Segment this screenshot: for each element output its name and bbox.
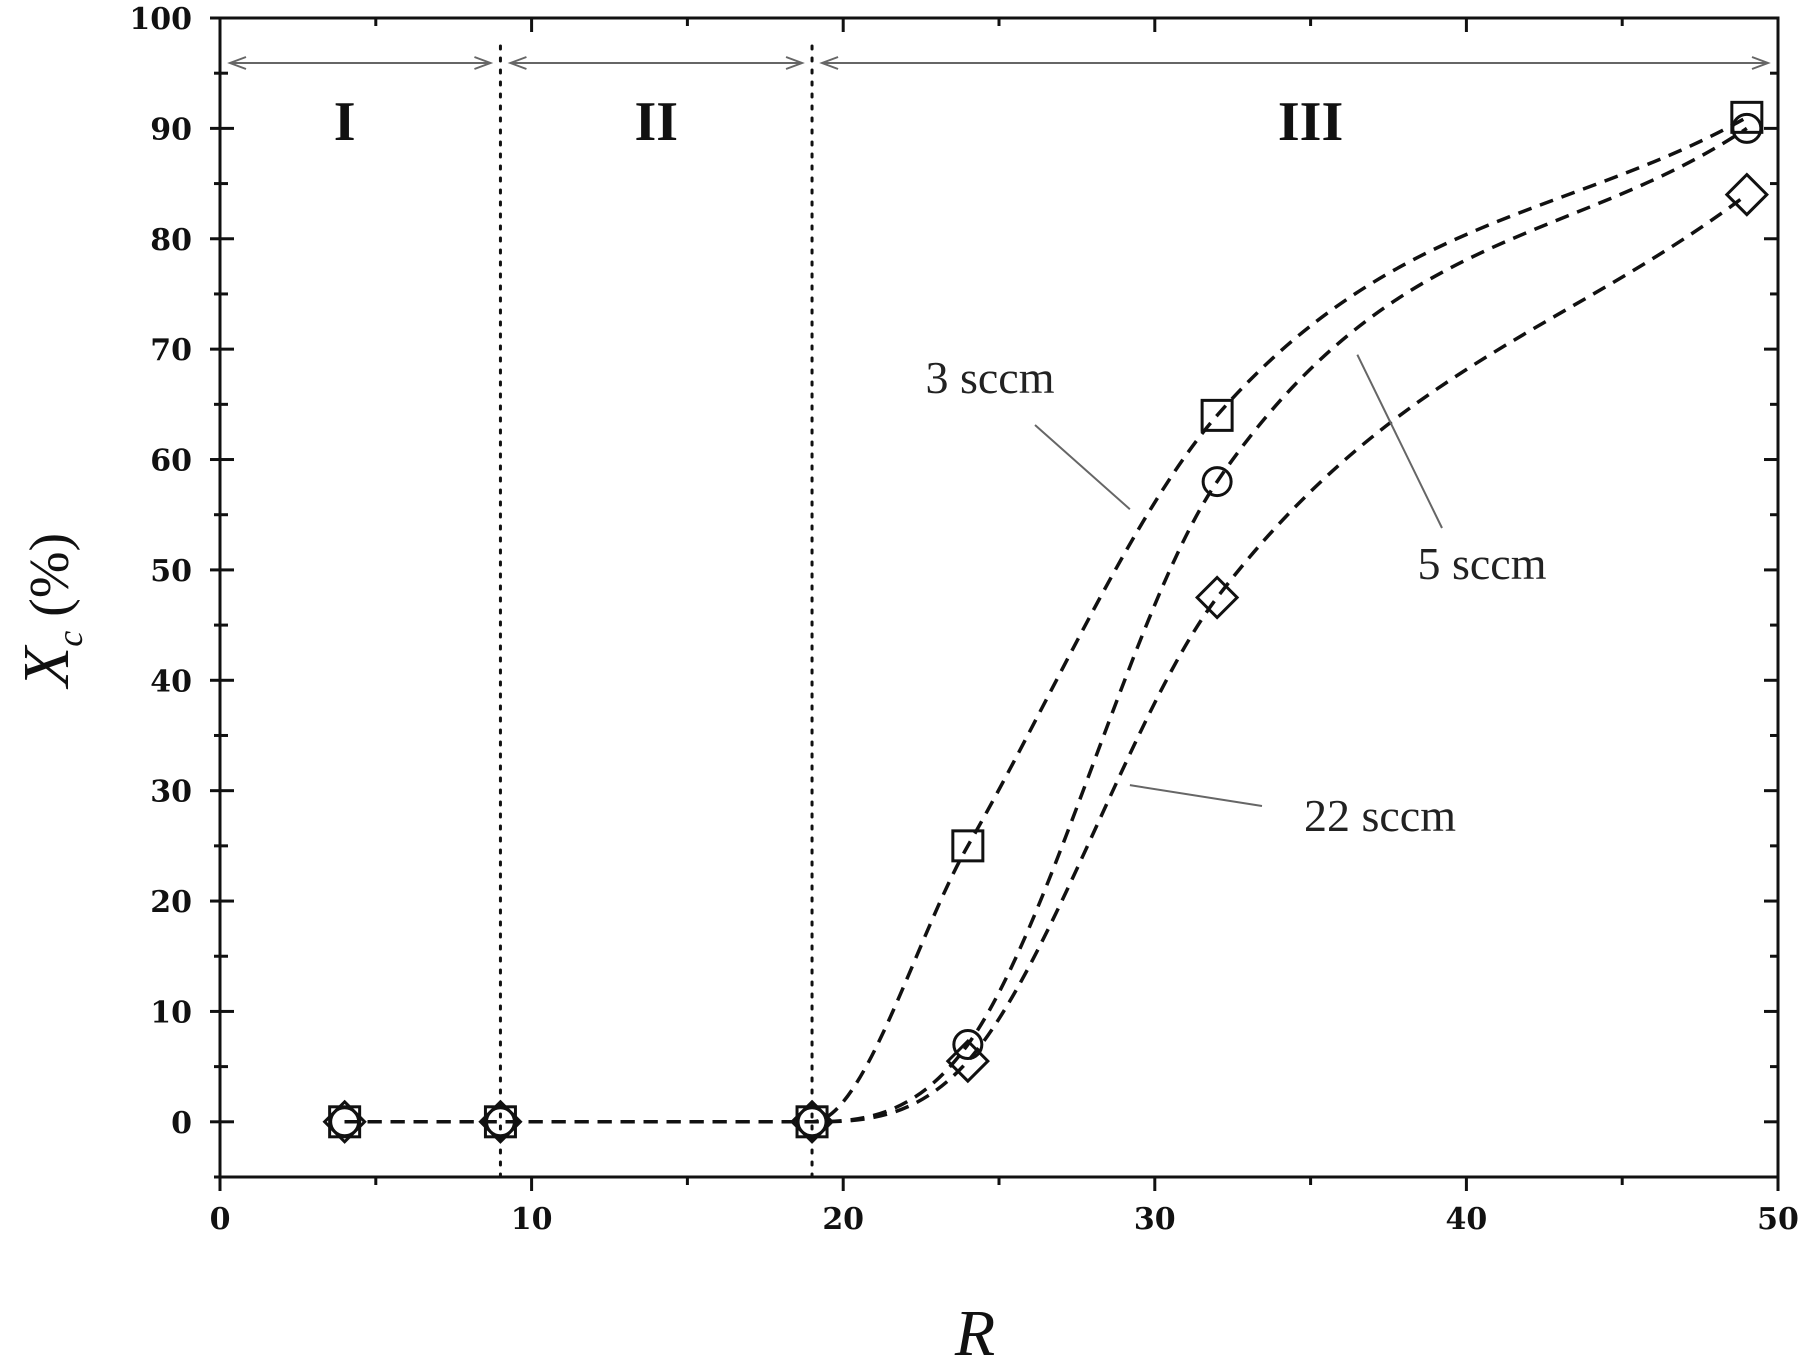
region-dividers [498, 44, 814, 1179]
y-tick-label: 0 [171, 1106, 192, 1141]
region-arrowhead-right [1751, 56, 1771, 70]
fit-curve-5-sccm [344, 126, 1748, 1124]
y-axis-title-unit: (%) [19, 533, 81, 617]
region-arrowhead-right [474, 56, 494, 70]
y-tick-label: 100 [129, 2, 192, 37]
circle-marker [952, 1029, 984, 1061]
y-tick-label: 70 [150, 333, 192, 368]
circle-marker [1201, 466, 1233, 498]
diamond-marker [478, 1099, 523, 1144]
y-axis-title: Xc (%) [10, 533, 90, 690]
y-tick-label: 20 [150, 885, 192, 920]
region-label: I [334, 91, 356, 153]
x-tick-label: 0 [210, 1202, 231, 1237]
plot-frame [218, 16, 1780, 1179]
circle-marker [796, 1106, 828, 1138]
square-marker [1200, 398, 1234, 432]
diamond-marker [1194, 575, 1240, 620]
diamond-marker [789, 1099, 835, 1144]
circle-marker [484, 1106, 516, 1138]
x-axis-title: R [954, 1297, 995, 1360]
circle-marker [1731, 112, 1763, 144]
x-tick-label: 20 [822, 1202, 864, 1237]
diamond-marker [945, 1038, 990, 1084]
x-tick-label: 30 [1134, 1202, 1176, 1237]
region-arrowhead-left [819, 56, 839, 70]
region-arrowhead-right [785, 56, 805, 70]
fit-curve-22-sccm [344, 193, 1748, 1124]
data-markers [322, 100, 1769, 1144]
y-tick-label: 90 [150, 112, 192, 147]
y-tick-label: 10 [150, 995, 192, 1030]
x-tick-label: 50 [1757, 1202, 1799, 1237]
fit-curves [344, 115, 1748, 1124]
y-tick-label: 60 [150, 444, 192, 479]
region-arrowhead-left [227, 56, 247, 70]
x-tick-label: 40 [1446, 1202, 1488, 1237]
region-label: III [1278, 91, 1343, 153]
series-leader-line [1129, 784, 1263, 807]
x-tick-label: 10 [511, 1202, 553, 1237]
y-axis-title-symbol: X [10, 644, 83, 690]
axes: 0 10 20 30 40 50 60 70 80 90 100 0 10 20 30 40 50 [129, 2, 1799, 1237]
region-arrowhead-left [507, 56, 527, 70]
diamond-marker [322, 1099, 367, 1144]
series-labels: 3 sccm 5 sccm 22 sccm [925, 352, 1546, 841]
square-marker [951, 829, 985, 863]
circle-marker [329, 1106, 361, 1138]
fit-curve-3-sccm [344, 115, 1748, 1124]
region-annotations: I II III [227, 56, 1771, 153]
diamond-marker [1724, 172, 1769, 217]
square-marker [1730, 100, 1764, 134]
y-tick-label: 30 [150, 775, 192, 810]
y-tick-label: 80 [150, 223, 192, 258]
series-leader-line [1034, 424, 1131, 510]
svg-text:Xc(%): Xc (%) [10, 533, 90, 690]
series-label: 5 sccm [1417, 538, 1546, 589]
region-label: II [634, 91, 678, 153]
series-leader-line [1356, 354, 1443, 529]
series-label: 3 sccm [925, 352, 1054, 403]
series-label: 22 sccm [1304, 790, 1456, 841]
y-tick-label: 40 [150, 664, 192, 699]
y-axis-title-subscript: c [50, 631, 90, 647]
y-tick-label: 50 [150, 554, 192, 589]
